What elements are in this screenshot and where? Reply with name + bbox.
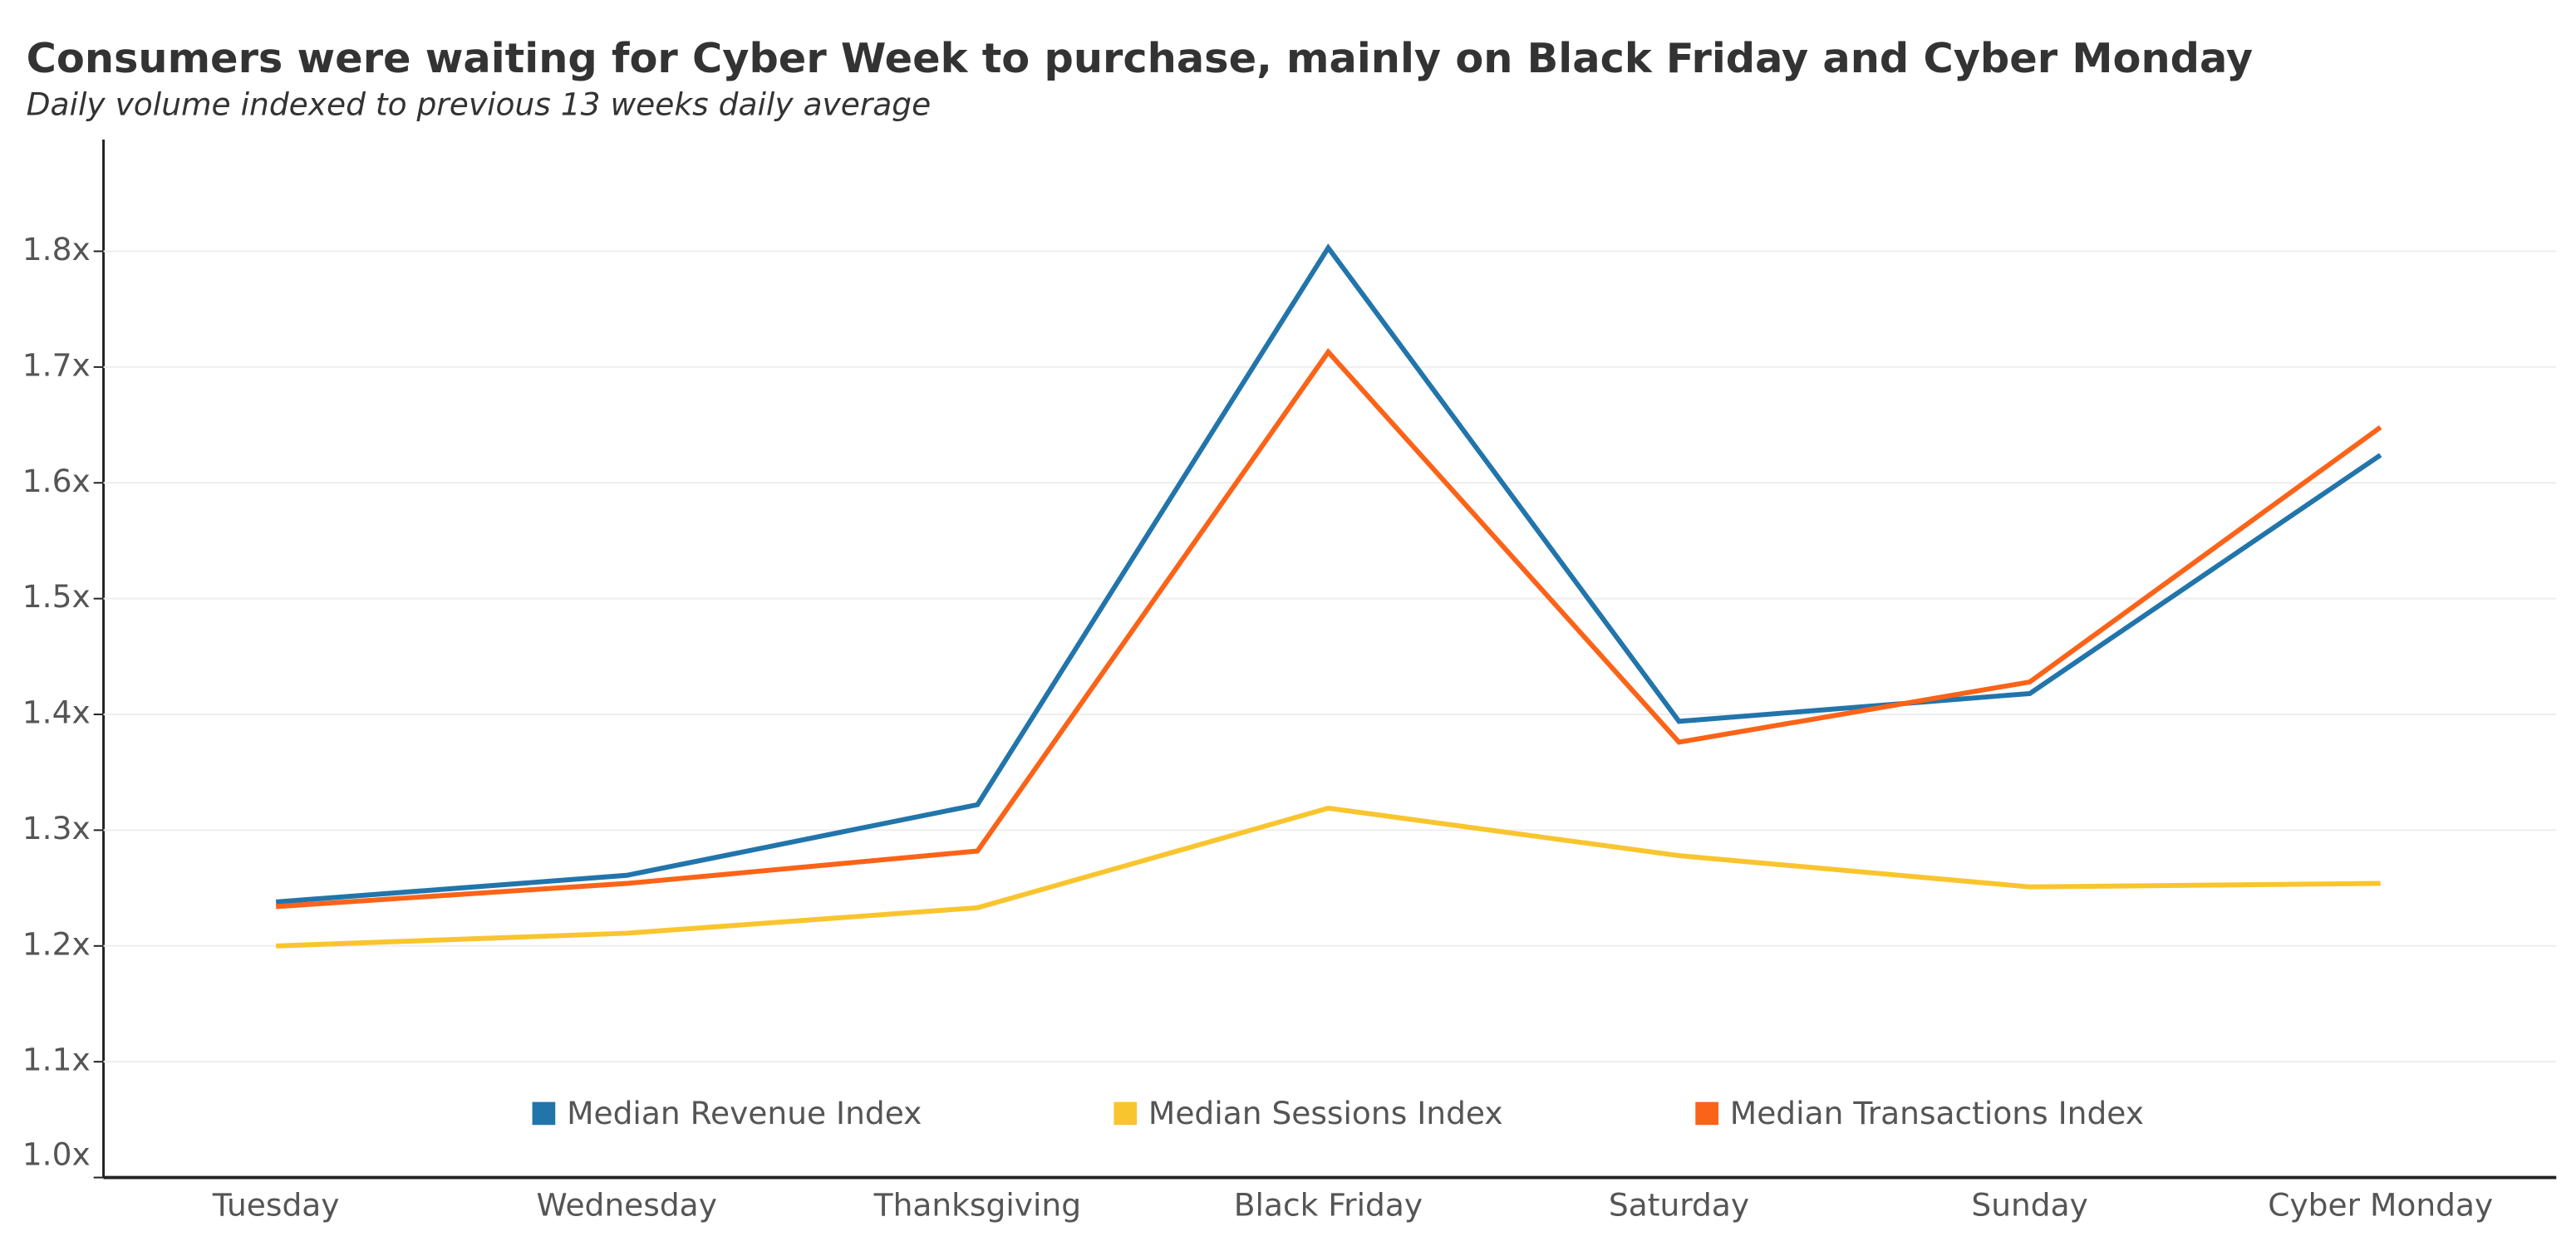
series-line [276,805,2381,949]
y-tick-label: 1.1x [22,1042,91,1078]
series-line [275,243,2382,905]
legend-label: Median Transactions Index [1730,1095,2144,1131]
x-tick-label: Sunday [1971,1187,2088,1224]
series-line [275,348,2382,910]
x-tick-label: Saturday [1609,1187,1749,1224]
y-tick-label: 1.8x [22,231,91,267]
x-tick-label: Wednesday [537,1187,717,1224]
x-tick-label: Thanksgiving [873,1187,1081,1224]
x-tick-label: Black Friday [1234,1187,1423,1224]
legend-swatch [532,1101,556,1126]
legend-label: Median Revenue Index [567,1095,922,1131]
y-tick-label: 1.6x [22,463,91,499]
y-tick-label: 1.0x [22,1136,91,1172]
y-tick-label: 1.5x [22,578,91,615]
legend-swatch [1695,1101,1718,1126]
legend-swatch [1113,1101,1138,1126]
y-tick-label: 1.4x [22,694,91,731]
chart-subtitle: Daily volume indexed to previous 13 week… [27,86,932,122]
x-tick-label: Cyber Monday [2268,1187,2493,1224]
y-tick-label: 1.7x [22,346,91,383]
y-tick-label: 1.2x [22,925,91,962]
x-tick-label: Tuesday [212,1187,340,1224]
legend-label: Median Sessions Index [1148,1095,1503,1131]
y-tick-label: 1.3x [22,810,91,846]
chart-title: Consumers were waiting for Cyber Week to… [27,34,2253,82]
